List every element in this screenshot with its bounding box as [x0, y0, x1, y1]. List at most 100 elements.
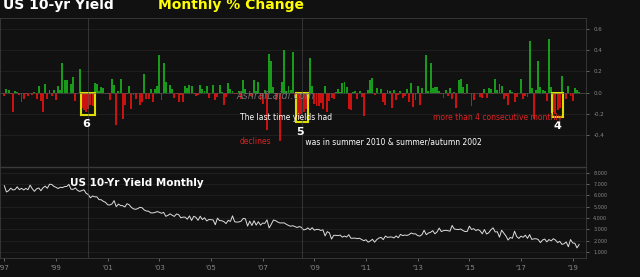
Bar: [505, 93, 507, 96]
Bar: [270, 61, 272, 93]
Bar: [447, 93, 449, 96]
Bar: [499, 84, 500, 93]
Bar: [374, 93, 376, 96]
Bar: [275, 93, 276, 100]
Bar: [22, 93, 25, 99]
Bar: [287, 86, 289, 93]
Bar: [158, 55, 160, 93]
Bar: [449, 88, 451, 93]
Bar: [387, 89, 388, 93]
Bar: [104, 93, 106, 94]
Bar: [38, 86, 40, 93]
Bar: [300, 93, 302, 114]
Bar: [204, 91, 205, 93]
Bar: [406, 89, 408, 93]
Bar: [27, 93, 29, 96]
Bar: [19, 93, 20, 95]
Bar: [565, 93, 567, 99]
Bar: [395, 93, 397, 101]
Bar: [3, 93, 5, 96]
Bar: [303, 93, 305, 112]
Bar: [432, 88, 434, 93]
Bar: [92, 93, 93, 106]
Bar: [53, 90, 55, 93]
Bar: [453, 92, 455, 93]
Bar: [36, 93, 38, 99]
Bar: [205, 86, 207, 93]
Bar: [238, 91, 240, 93]
Bar: [393, 90, 395, 93]
Bar: [197, 93, 199, 95]
Bar: [87, 93, 89, 109]
Bar: [107, 93, 109, 94]
Bar: [202, 89, 204, 93]
Bar: [462, 87, 464, 93]
Bar: [307, 93, 309, 102]
Bar: [161, 93, 163, 100]
Bar: [225, 93, 227, 97]
Bar: [533, 93, 535, 119]
Bar: [408, 93, 410, 102]
Bar: [124, 93, 126, 105]
Bar: [255, 91, 257, 93]
Bar: [276, 93, 278, 94]
Bar: [145, 93, 147, 99]
Bar: [522, 93, 524, 99]
Bar: [173, 93, 175, 98]
Text: 6: 6: [82, 119, 90, 129]
Bar: [152, 93, 154, 102]
Bar: [557, 93, 559, 110]
Bar: [143, 74, 145, 93]
Bar: [163, 63, 164, 93]
Bar: [33, 92, 35, 93]
Bar: [102, 88, 104, 93]
Bar: [369, 80, 371, 93]
Bar: [31, 93, 33, 95]
Bar: [527, 93, 529, 97]
Bar: [51, 93, 52, 96]
Bar: [273, 87, 275, 93]
Bar: [150, 89, 152, 93]
Bar: [385, 93, 387, 105]
Bar: [399, 91, 401, 93]
Bar: [257, 82, 259, 93]
Bar: [328, 93, 330, 101]
Bar: [169, 85, 171, 93]
Bar: [94, 83, 96, 93]
Bar: [326, 93, 328, 112]
Bar: [440, 93, 442, 94]
Bar: [559, 93, 561, 107]
Bar: [141, 93, 143, 102]
Bar: [249, 93, 251, 96]
Bar: [346, 86, 348, 93]
Bar: [244, 89, 246, 93]
Bar: [524, 93, 526, 96]
Bar: [72, 78, 74, 93]
Bar: [544, 91, 546, 93]
Bar: [12, 93, 14, 112]
Bar: [316, 93, 317, 106]
Bar: [497, 90, 499, 93]
Bar: [481, 93, 483, 98]
Bar: [352, 92, 354, 93]
Bar: [410, 83, 412, 93]
Bar: [223, 93, 225, 105]
Bar: [507, 93, 509, 105]
Bar: [552, 93, 563, 117]
Text: was in summer 2010 & summer/autumn 2002: was in summer 2010 & summer/autumn 2002: [303, 137, 481, 146]
Bar: [14, 91, 16, 93]
Bar: [57, 86, 59, 93]
Bar: [61, 63, 63, 93]
Bar: [262, 93, 264, 104]
Bar: [535, 90, 537, 93]
Bar: [81, 93, 95, 115]
Bar: [438, 91, 440, 93]
Bar: [156, 86, 158, 93]
Bar: [456, 93, 458, 108]
Bar: [348, 93, 349, 109]
Text: 5: 5: [296, 127, 304, 137]
Text: declines: declines: [240, 137, 272, 146]
Bar: [234, 93, 236, 94]
Bar: [412, 93, 414, 107]
Bar: [243, 80, 244, 93]
